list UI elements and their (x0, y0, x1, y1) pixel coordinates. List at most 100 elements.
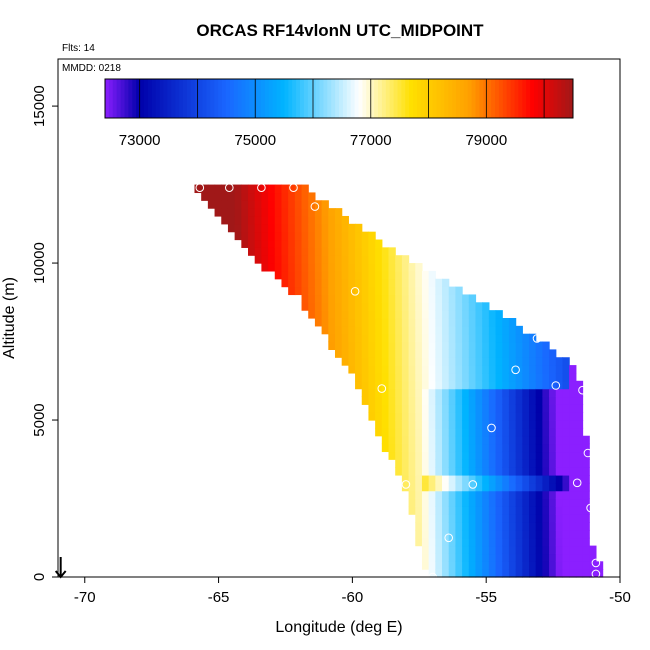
heatmap-cell (475, 514, 483, 523)
heatmap-cell (408, 263, 416, 272)
sample-point-marker (350, 287, 360, 296)
heatmap-cell (355, 255, 363, 264)
heatmap-cell (355, 325, 363, 335)
heatmap-cell (254, 215, 262, 225)
colorbar-segment (311, 79, 317, 118)
heatmap-cell (328, 215, 336, 225)
heatmap-cell (214, 208, 222, 217)
heatmap-cell (495, 451, 503, 460)
heatmap-cell (455, 286, 463, 296)
heatmap-cell (529, 459, 537, 468)
heatmap-cell (562, 561, 570, 570)
heatmap-cell (254, 239, 262, 248)
x-axis-label: Longitude (deg E) (275, 619, 402, 636)
heatmap-cell (549, 365, 557, 374)
heatmap-cell (448, 482, 457, 492)
heatmap-cell (475, 341, 483, 350)
heatmap-cell (455, 514, 463, 523)
heatmap-cell (408, 490, 416, 500)
heatmap-cell (421, 514, 430, 523)
heatmap-cell (549, 459, 557, 468)
heatmap-cell (522, 561, 530, 570)
heatmap-cell (529, 490, 537, 500)
heatmap-cell (408, 459, 416, 468)
heatmap-cell (508, 522, 517, 531)
heatmap-cell (361, 372, 370, 382)
heatmap-cell (442, 333, 450, 343)
heatmap-cell (562, 372, 570, 382)
heatmap-cell (361, 239, 370, 248)
heatmap-cell (502, 569, 510, 578)
colorbar-segment (456, 79, 461, 118)
heatmap-cell (575, 380, 584, 390)
heatmap-cell (381, 372, 390, 382)
heatmap-cell (529, 467, 537, 476)
heatmap-cell (261, 255, 269, 264)
heatmap-cell (448, 514, 457, 523)
heatmap-cell (495, 537, 503, 547)
heatmap-cell (529, 537, 537, 547)
heatmap-cell (508, 506, 517, 515)
heatmap-cell (442, 529, 450, 539)
heatmap-cell (241, 184, 249, 194)
heatmap-cell (241, 200, 249, 209)
heatmap-cell (227, 192, 236, 201)
colorbar-segment (120, 79, 125, 118)
heatmap-cell (442, 498, 450, 507)
heatmap-cell (334, 286, 343, 296)
colorbar-segment (163, 79, 168, 118)
heatmap-cell (582, 451, 590, 460)
heatmap-cell (555, 545, 564, 555)
heatmap-cell (234, 208, 242, 217)
heatmap-cell (408, 302, 416, 311)
heatmap-cell (448, 467, 457, 476)
heatmap-cell (348, 325, 356, 335)
heatmap-cell (475, 318, 483, 327)
heatmap-cell (508, 404, 517, 413)
heatmap-cell (207, 200, 216, 209)
heatmap-cell (468, 451, 477, 460)
heatmap-cell (428, 420, 436, 429)
heatmap-cell (549, 357, 557, 366)
heatmap-cell (321, 263, 329, 272)
heatmap-cell (488, 325, 497, 335)
heatmap-cell (355, 223, 363, 233)
colorbar-segment (381, 79, 387, 118)
heatmap-cell (314, 208, 323, 217)
heatmap-cell (455, 404, 463, 413)
heatmap-cell (575, 561, 584, 570)
heatmap-cell (522, 537, 530, 547)
heatmap-cell (442, 459, 450, 468)
heatmap-cell (401, 372, 410, 382)
colorbar-segment (522, 79, 527, 118)
heatmap-cell (395, 357, 403, 366)
heatmap-cell (321, 270, 329, 280)
heatmap-cell (495, 372, 503, 382)
heatmap-cell (488, 522, 497, 531)
heatmap-cell (555, 561, 564, 570)
heatmap-cell (381, 435, 390, 445)
heatmap-cell (415, 467, 423, 476)
heatmap-cell (455, 443, 463, 453)
heatmap-cell (348, 294, 356, 303)
heatmap-cell (455, 467, 463, 476)
heatmap-cell (442, 522, 450, 531)
heatmap-cell (375, 365, 383, 374)
heatmap-cell (562, 459, 570, 468)
heatmap-cell (348, 318, 356, 327)
heatmap-cell (421, 498, 430, 507)
heatmap-cell (227, 215, 236, 225)
heatmap-cell (274, 223, 283, 233)
heatmap-cell (575, 443, 584, 453)
heatmap-cell (462, 537, 470, 547)
heatmap-cell (522, 506, 530, 515)
heatmap-cell (448, 529, 457, 539)
heatmap-cell (435, 561, 443, 570)
heatmap-cell (442, 357, 450, 366)
heatmap-cell (428, 341, 436, 350)
heatmap-cell (515, 537, 523, 547)
heatmap-cell (508, 357, 517, 366)
heatmap-cell (569, 498, 577, 507)
heatmap-cell (395, 459, 403, 468)
heatmap-cell (388, 270, 396, 280)
